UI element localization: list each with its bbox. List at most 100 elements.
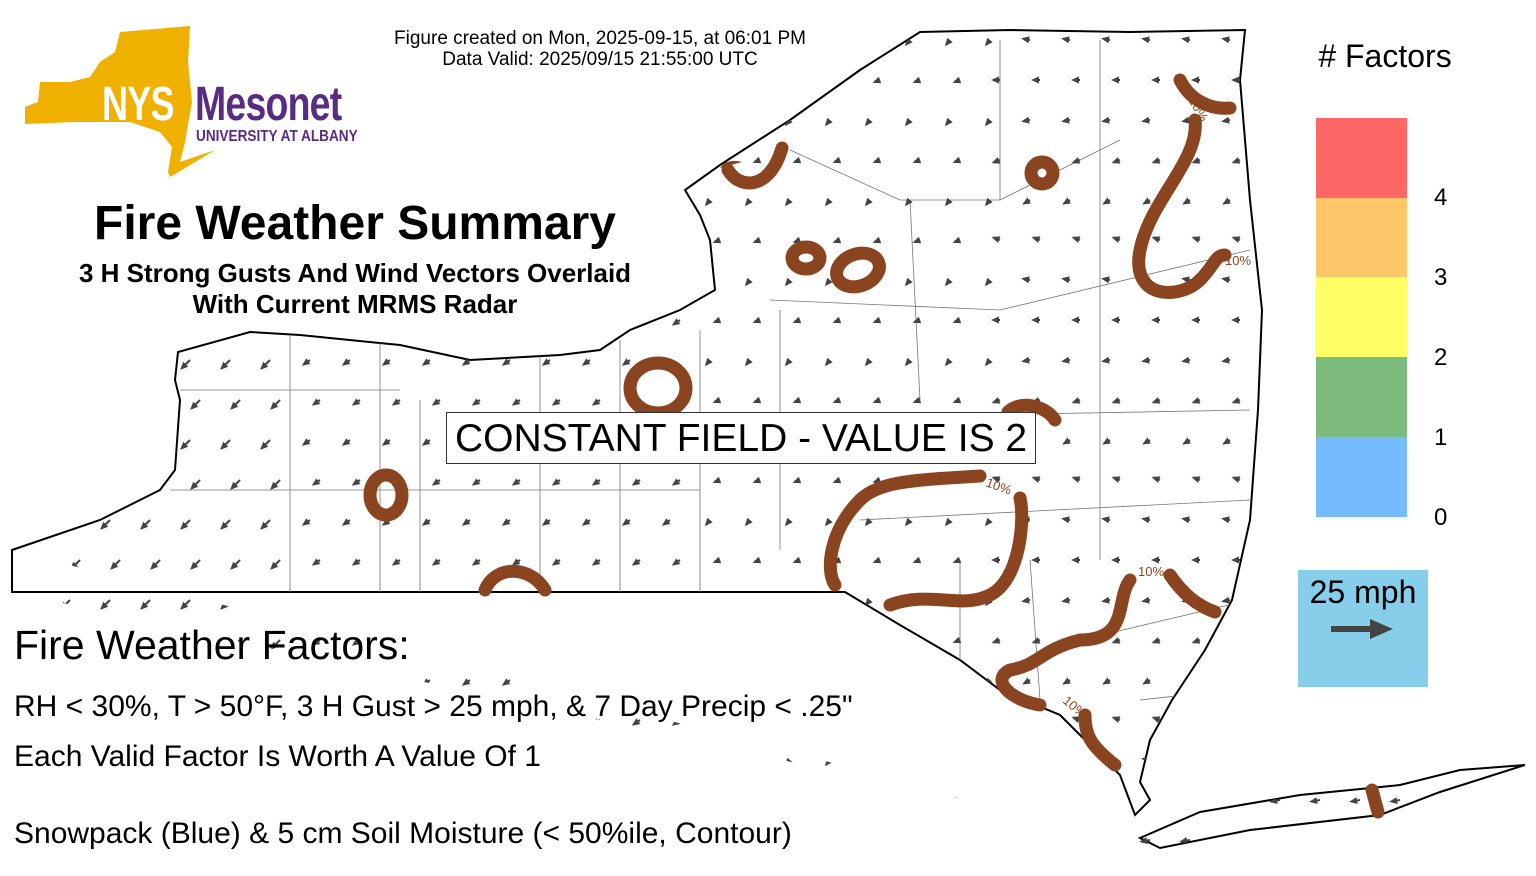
wind-vector	[671, 318, 681, 326]
wind-vector	[1471, 236, 1481, 243]
wind-vector	[421, 118, 431, 126]
wind-vector	[1231, 556, 1240, 564]
wind-vector	[461, 118, 471, 126]
wind-vector	[709, 797, 721, 804]
wind-vector	[1461, 356, 1471, 364]
wind-vector	[140, 599, 151, 610]
wind-vector	[471, 78, 481, 86]
wind-vector	[832, 316, 842, 324]
wind-vector	[421, 518, 431, 526]
wind-vector	[1141, 116, 1151, 124]
wind-vector	[1461, 116, 1471, 124]
wind-vector	[944, 117, 953, 127]
wind-vector	[1471, 76, 1480, 84]
wind-vector	[824, 197, 833, 207]
wind-vector	[60, 439, 71, 450]
wind-vector	[752, 476, 762, 484]
wind-vector	[704, 597, 713, 607]
wind-vector	[1511, 637, 1521, 644]
wind-vector	[792, 636, 802, 644]
wind-vector	[469, 797, 481, 804]
wind-vector	[311, 478, 321, 486]
wind-vector	[1231, 716, 1241, 723]
wind-vector	[1311, 76, 1320, 84]
wind-vector	[1459, 837, 1471, 844]
wind-vector	[952, 396, 962, 404]
wind-vector	[1021, 356, 1031, 364]
wind-vector	[309, 797, 321, 804]
wind-vector	[832, 236, 842, 244]
wind-vector	[1301, 356, 1311, 364]
wind-vector	[1271, 76, 1280, 84]
wind-vector	[1221, 516, 1231, 524]
wind-vector	[671, 158, 681, 166]
wind-vector	[1422, 197, 1431, 205]
wind-vector	[1141, 596, 1151, 604]
wind-vector	[100, 359, 111, 370]
wind-vector	[991, 637, 1001, 644]
wind-vector	[1429, 797, 1441, 804]
legend-band-1	[1316, 357, 1407, 437]
wind-vector	[220, 599, 231, 610]
wind-vector	[150, 559, 161, 570]
wind-vector	[1191, 76, 1200, 84]
wind-vector	[1271, 637, 1281, 644]
wind-vector	[912, 76, 922, 84]
wind-vector	[591, 558, 601, 566]
wind-vector	[70, 319, 81, 330]
wind-vector	[784, 517, 793, 527]
wind-vector	[1389, 797, 1401, 804]
wind-vector	[671, 558, 681, 566]
wind-vector	[1271, 476, 1281, 483]
wind-vector	[1301, 756, 1311, 764]
wind-vector	[1461, 596, 1471, 604]
wind-vector	[311, 638, 321, 646]
wind-vector	[1259, 837, 1271, 844]
page-title: Fire Weather Summary	[94, 197, 616, 250]
wind-vector	[1462, 197, 1471, 205]
wind-vector	[1061, 36, 1071, 44]
wind-vector	[431, 638, 441, 646]
wind-vector	[944, 277, 953, 287]
wind-vector	[1111, 556, 1120, 564]
wind-vector	[784, 357, 793, 367]
ny-state-silhouette-icon	[25, 26, 215, 177]
wind-vector	[984, 757, 993, 767]
wind-vector	[541, 678, 551, 686]
wind-vector	[1221, 276, 1231, 284]
wind-vector	[100, 599, 111, 610]
factors-criteria: RH < 30%, T > 50°F, 3 H Gust > 25 mph, &…	[14, 690, 853, 723]
wind-vector	[944, 677, 953, 687]
wind-vector	[1262, 197, 1271, 205]
wind-vector	[501, 358, 511, 366]
wind-vector	[1349, 797, 1361, 804]
factors-heading: Fire Weather Factors:	[14, 622, 410, 668]
wind-vector	[1061, 596, 1071, 604]
wind-vector	[912, 316, 922, 324]
wind-vector	[509, 797, 521, 804]
contour	[363, 468, 409, 522]
wind-vector	[100, 519, 111, 530]
wind-vector	[471, 558, 481, 566]
wind-vector	[1151, 476, 1161, 483]
wind-vector	[784, 677, 793, 687]
wind-vector	[189, 797, 201, 804]
wind-vector	[864, 117, 873, 127]
wind-vector	[1062, 437, 1071, 445]
wind-vector	[1182, 437, 1191, 445]
wind-vector	[1151, 236, 1161, 243]
wind-vector	[1181, 356, 1191, 364]
wind-vector	[904, 757, 913, 767]
wind-vector	[511, 638, 521, 646]
wind-vector	[1022, 677, 1031, 685]
wind-vector	[551, 478, 561, 486]
wind-vector	[1461, 756, 1471, 764]
wind-vector	[301, 518, 311, 526]
wind-vector	[341, 438, 351, 446]
wind-vector	[1151, 76, 1160, 84]
wind-vector	[220, 439, 231, 450]
wind-vector	[1182, 197, 1191, 205]
wind-vector	[1501, 356, 1511, 364]
wind-vector	[944, 517, 953, 527]
wind-vector	[381, 598, 391, 606]
